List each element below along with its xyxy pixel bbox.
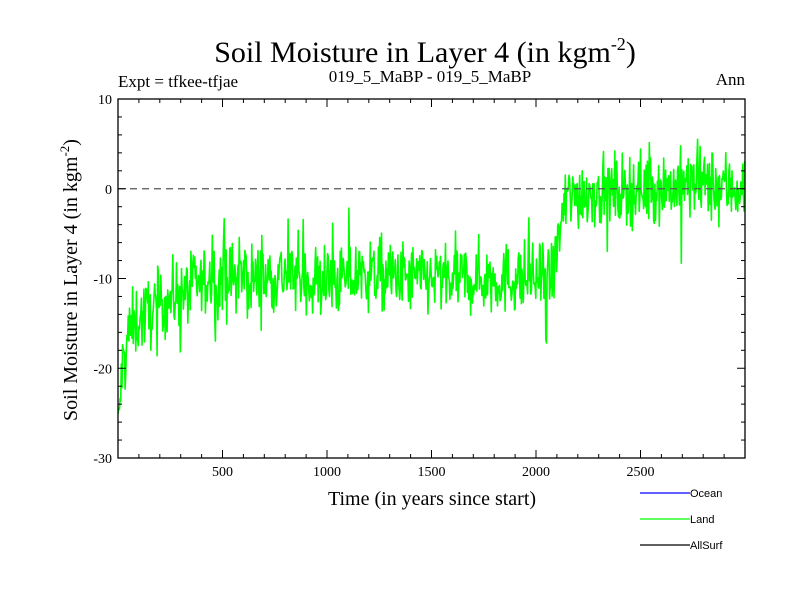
legend: Ocean Land AllSurf [640,488,723,552]
legend-label-ocean: Ocean [690,488,722,500]
plot-area: 500 1000 1500 2000 2500 10 0 -10 -20 -30 [93,93,746,480]
x-tick-label: 1500 [418,465,446,480]
y-axis-label: Soil Moisture in Layer 4 (in kgm-2) [57,139,82,421]
period-label: 019_5_MaBP - 019_5_MaBP [329,67,531,86]
x-tick-label: 500 [212,465,233,480]
y-tick-label: 0 [105,183,112,198]
season-label: Ann [716,70,746,89]
series-line-land [117,138,746,414]
x-tick-label: 1000 [313,465,341,480]
legend-label-land: Land [690,514,714,526]
experiment-label: Expt = tfkee-tfjae [118,72,238,91]
legend-label-allsurf: AllSurf [690,540,723,552]
y-tick-label: 10 [98,93,112,108]
y-tick-label: -30 [93,452,112,467]
y-tick-label: -20 [93,362,112,377]
chart-title: Soil Moisture in Layer 4 (in kgm-2) [214,34,636,69]
x-tick-label: 2500 [627,465,655,480]
series-layer [117,138,746,414]
x-tick-label: 2000 [522,465,550,480]
x-axis-label: Time (in years since start) [328,488,536,510]
y-tick-label: -10 [93,273,112,288]
axis-ticks: 500 1000 1500 2000 2500 10 0 -10 -20 -30 [93,93,745,480]
